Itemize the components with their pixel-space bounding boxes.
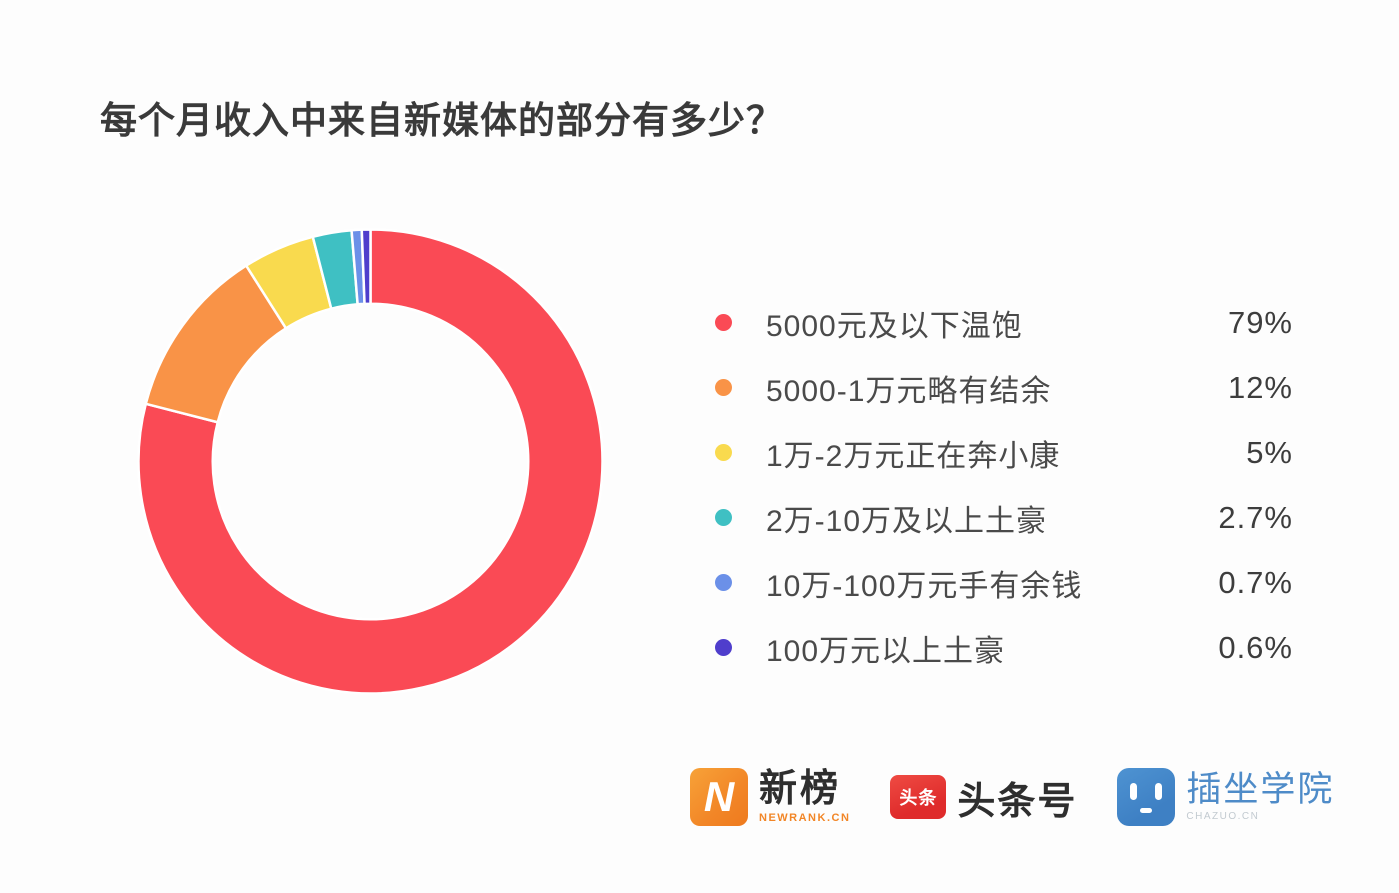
legend-dot xyxy=(715,379,732,396)
legend-row: 5000-1万元略有结余 12% xyxy=(707,355,1293,420)
footer-logos: N 新榜 NEWRANK.CN 头条 头条号 插坐学院 CHAZUO.CN xyxy=(690,768,1334,826)
toutiao-logo: 头条 头条号 xyxy=(890,770,1077,825)
robot-eye-icon xyxy=(1130,783,1138,800)
newrank-logo-subtext: NEWRANK.CN xyxy=(759,812,851,824)
legend-label: 5000元及以下温饱 xyxy=(766,309,1023,343)
newrank-logo-text: 新榜 xyxy=(759,768,842,810)
legend-label: 100万元以上土豪 xyxy=(766,634,1006,668)
robot-mouth-icon xyxy=(1140,808,1153,813)
chazuo-robot-icon xyxy=(1117,768,1176,826)
legend-dot xyxy=(715,314,732,331)
legend-value: 5% xyxy=(1246,434,1293,470)
toutiao-logo-text: 头条号 xyxy=(957,780,1078,823)
legend-dot xyxy=(715,574,732,591)
legend-label: 5000-1万元略有结余 xyxy=(766,374,1052,408)
legend-row: 2万-10万及以上土豪 2.7% xyxy=(707,485,1293,550)
legend-value: 2.7% xyxy=(1218,499,1293,535)
newrank-logo: N 新榜 NEWRANK.CN xyxy=(690,768,850,826)
legend-value: 0.6% xyxy=(1218,629,1293,665)
chazuo-logo: 插坐学院 CHAZUO.CN xyxy=(1117,768,1334,826)
legend-dot xyxy=(715,509,732,526)
toutiao-icon: 头条 xyxy=(890,775,947,819)
donut-slice-5 xyxy=(360,228,372,306)
legend-dot xyxy=(715,444,732,461)
legend-dot xyxy=(715,639,732,656)
chart-legend: 5000元及以下温饱 79% 5000-1万元略有结余 12% 1万-2万元正在… xyxy=(707,290,1293,680)
legend-value: 0.7% xyxy=(1218,564,1293,600)
legend-row: 1万-2万元正在奔小康 5% xyxy=(707,420,1293,485)
legend-value: 79% xyxy=(1227,304,1293,340)
newrank-n-icon: N xyxy=(690,768,748,826)
legend-label: 2万-10万及以上土豪 xyxy=(766,504,1048,538)
donut-chart-svg xyxy=(137,228,604,695)
chazuo-logo-subtext: CHAZUO.CN xyxy=(1186,811,1260,822)
legend-label: 1万-2万元正在奔小康 xyxy=(766,439,1061,473)
legend-label: 10万-100万元手有余钱 xyxy=(766,569,1083,603)
robot-eye-icon xyxy=(1155,783,1163,800)
chazuo-logo-text: 插坐学院 xyxy=(1186,770,1335,809)
legend-row: 5000元及以下温饱 79% xyxy=(707,290,1293,355)
donut-chart xyxy=(135,226,606,697)
legend-value: 12% xyxy=(1227,369,1293,405)
legend-row: 10万-100万元手有余钱 0.7% xyxy=(707,550,1293,615)
legend-row: 100万元以上土豪 0.6% xyxy=(707,615,1293,680)
donut-slice-0 xyxy=(137,228,604,695)
page-title: 每个月收入中来自新媒体的部分有多少？ xyxy=(100,100,784,141)
